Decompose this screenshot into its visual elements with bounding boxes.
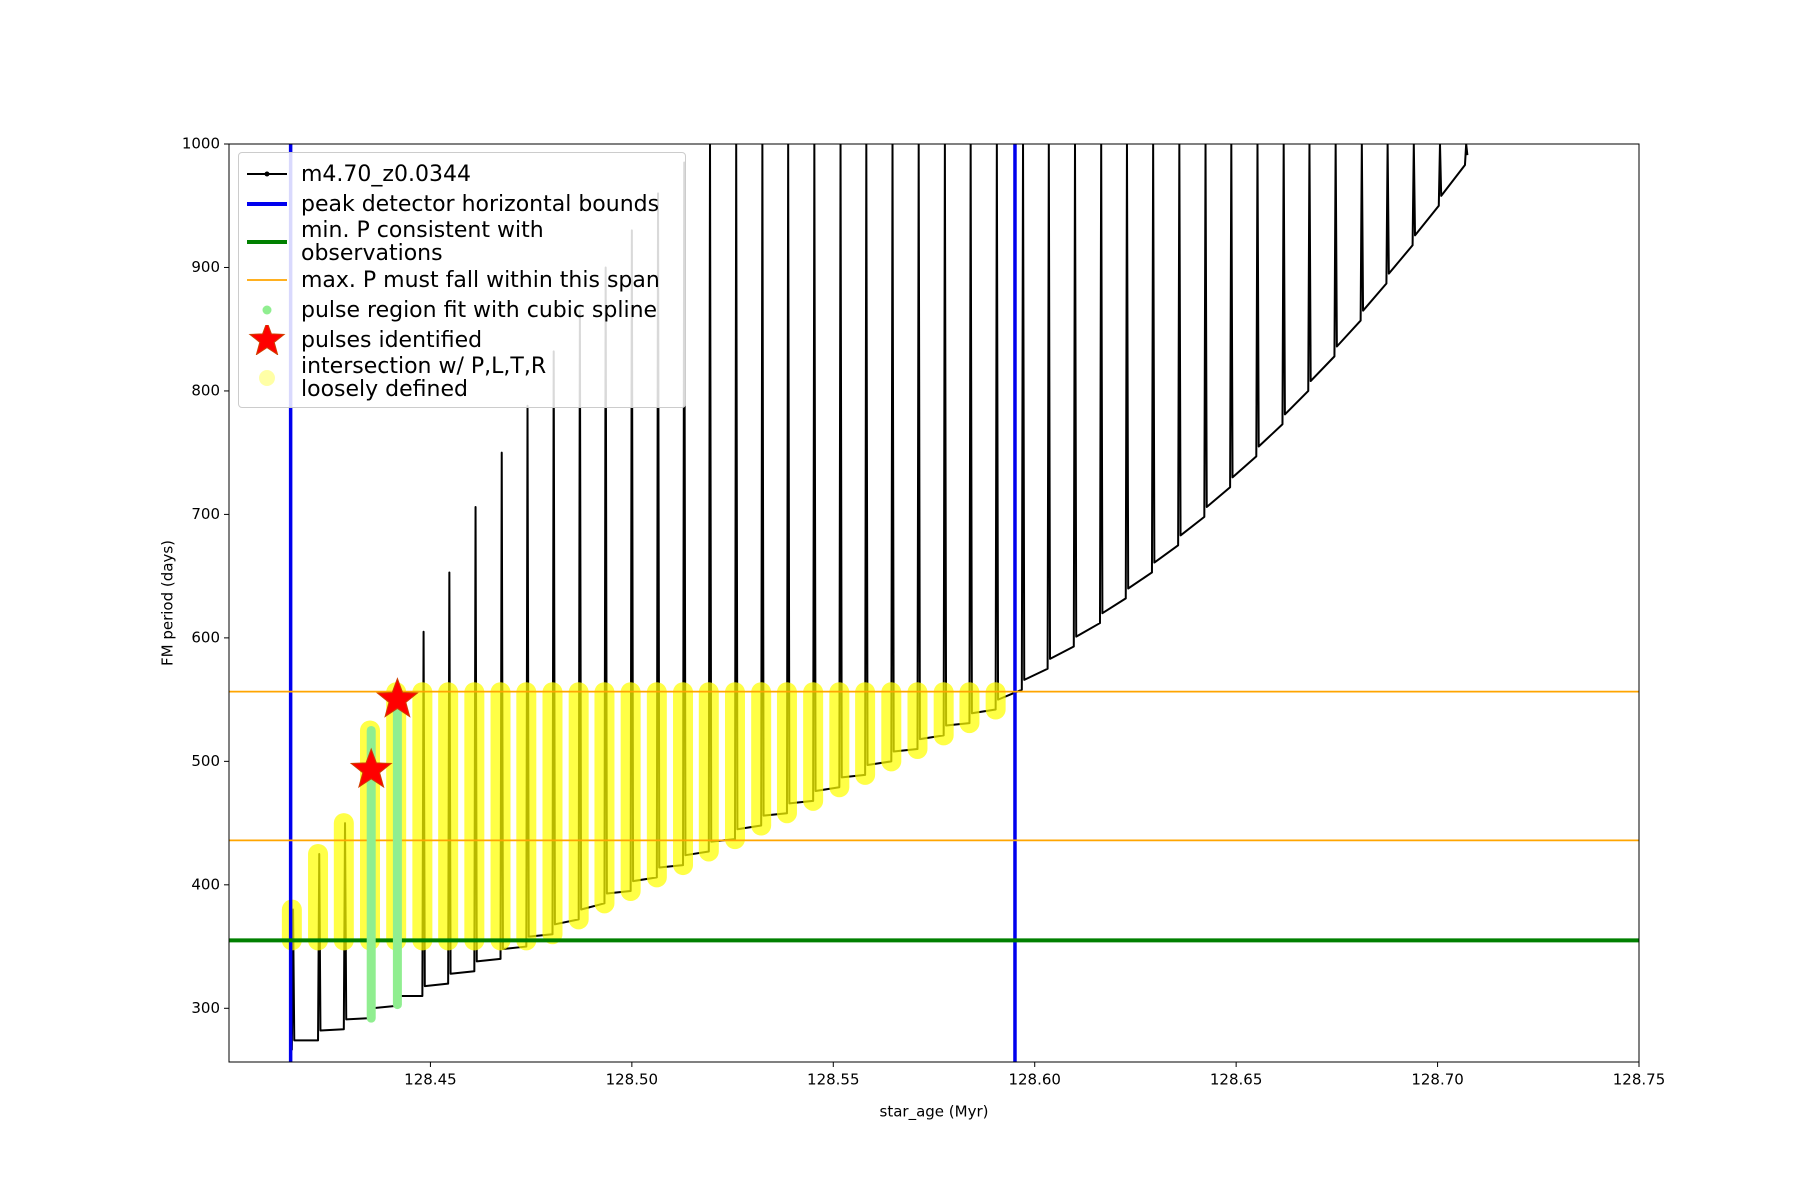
legend-entry: max. P must fall within this span bbox=[239, 265, 685, 295]
pulse-star bbox=[349, 747, 393, 789]
x-tick-label: 128.55 bbox=[807, 1071, 860, 1089]
legend-icon bbox=[247, 202, 287, 206]
x-tick-label: 128.45 bbox=[404, 1071, 457, 1089]
legend-entry: min. P consistent with observations bbox=[239, 219, 685, 265]
legend-swatch bbox=[259, 370, 275, 386]
legend-icon bbox=[259, 370, 275, 386]
x-axis-label: star_age (Myr) bbox=[880, 1103, 989, 1122]
y-tick-label: 700 bbox=[191, 505, 220, 523]
x-tick-label: 128.75 bbox=[1613, 1071, 1666, 1089]
y-tick-label: 800 bbox=[191, 381, 220, 399]
pulse-star bbox=[376, 677, 419, 718]
legend-label: intersection w/ P,L,T,R loosely defined bbox=[301, 354, 547, 402]
x-tick-label: 128.50 bbox=[606, 1071, 659, 1089]
y-tick-label: 1000 bbox=[182, 135, 220, 153]
legend-swatch bbox=[264, 171, 270, 177]
y-tick-label: 300 bbox=[191, 999, 220, 1017]
legend-entry: peak detector horizontal bounds bbox=[239, 189, 685, 219]
legend-label: min. P consistent with observations bbox=[301, 218, 544, 266]
legend-icon bbox=[247, 171, 287, 177]
legend-icon bbox=[247, 240, 287, 244]
legend-entry: m4.70_z0.0344 bbox=[239, 159, 685, 189]
y-axis-label: FM period (days) bbox=[159, 540, 177, 666]
x-tick-label: 128.65 bbox=[1210, 1071, 1263, 1089]
y-tick-label: 600 bbox=[191, 628, 220, 646]
legend-swatch bbox=[262, 305, 272, 315]
x-tick-label: 128.60 bbox=[1008, 1071, 1061, 1089]
legend-swatch bbox=[248, 325, 286, 355]
legend-entry: intersection w/ P,L,T,R loosely defined bbox=[239, 355, 685, 401]
plot-frame bbox=[228, 143, 1640, 1063]
y-tick-label: 900 bbox=[191, 258, 220, 276]
legend-label: max. P must fall within this span bbox=[301, 267, 660, 293]
legend-label: peak detector horizontal bounds bbox=[301, 191, 660, 217]
legend-icon bbox=[262, 305, 272, 315]
y-tick-label: 500 bbox=[191, 752, 220, 770]
legend-icon bbox=[247, 279, 287, 281]
y-tick-label: 400 bbox=[191, 875, 220, 893]
legend-entry: pulses identified bbox=[239, 325, 685, 355]
legend-label: pulse region fit with cubic spline bbox=[301, 297, 658, 323]
legend-label: m4.70_z0.0344 bbox=[301, 161, 471, 187]
x-tick-label: 128.70 bbox=[1411, 1071, 1464, 1089]
legend-label: pulses identified bbox=[301, 327, 483, 353]
legend-entry: pulse region fit with cubic spline bbox=[239, 295, 685, 325]
legend-icon bbox=[248, 325, 286, 355]
